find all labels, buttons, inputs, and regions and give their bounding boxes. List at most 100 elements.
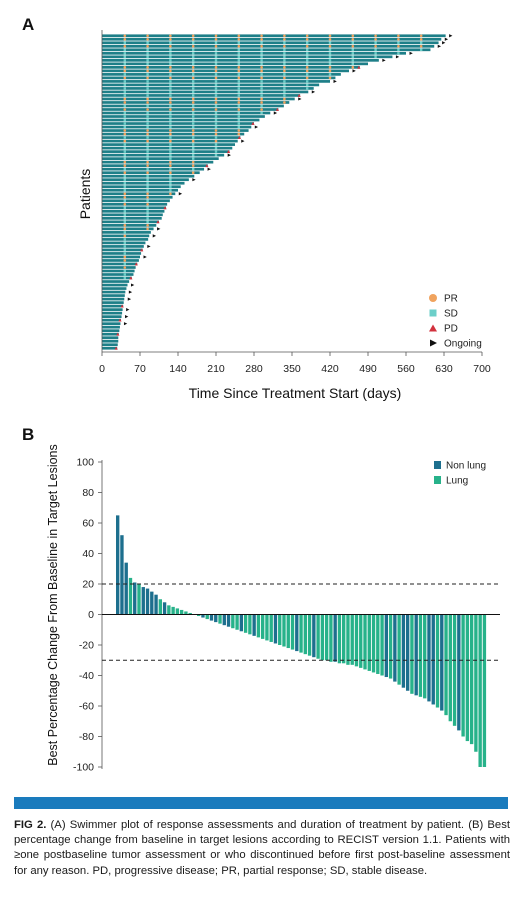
pr-marker [214, 97, 218, 101]
sd-marker [169, 90, 172, 94]
sd-marker [146, 213, 149, 217]
sd-marker [214, 111, 218, 115]
pr-marker [169, 132, 172, 136]
sd-marker [123, 118, 126, 122]
waterfall-bar [256, 614, 261, 638]
sd-marker [260, 87, 263, 90]
sd-marker [146, 80, 149, 83]
sd-marker [283, 83, 286, 87]
swimmer-bar [102, 332, 119, 336]
pr-marker [123, 66, 127, 69]
swimmer-bar [102, 269, 135, 273]
pd-marker [297, 93, 301, 97]
sd-marker [237, 87, 240, 90]
sd-marker [169, 136, 172, 139]
sd-marker [192, 143, 195, 146]
waterfall-bar [226, 614, 231, 627]
waterfall-bar [248, 614, 252, 635]
waterfall-bar [444, 614, 448, 716]
pr-marker [146, 139, 149, 143]
sd-marker [169, 150, 172, 153]
sd-marker [169, 175, 172, 178]
pr-marker [123, 139, 127, 143]
pr-marker [397, 37, 400, 41]
waterfall-bar [167, 605, 171, 615]
sd-marker [123, 143, 126, 146]
sd-marker [192, 83, 195, 87]
swimmer-bar [102, 164, 208, 168]
waterfall-y-label: Best Percentage Change From Baseline in … [46, 444, 60, 765]
ongoing-arrow [192, 178, 196, 182]
sd-marker [192, 167, 195, 171]
sd-marker [374, 52, 377, 55]
sd-marker [169, 125, 172, 129]
sd-marker [192, 115, 195, 118]
sd-marker [123, 206, 126, 209]
pr-marker [169, 76, 172, 80]
swimmer-bar [102, 343, 118, 347]
sd-marker [260, 55, 263, 59]
pr-marker [146, 195, 149, 199]
pr-marker [191, 44, 195, 48]
pr-marker [328, 66, 332, 69]
sd-marker [283, 55, 286, 59]
sd-marker [306, 55, 309, 59]
legend-sd-icon [429, 309, 437, 317]
sd-marker [260, 90, 263, 94]
sd-marker [237, 125, 240, 129]
pr-marker [191, 66, 195, 69]
pr-marker [123, 259, 127, 262]
waterfall-bar [286, 614, 290, 649]
sd-marker [146, 182, 149, 185]
pr-marker [237, 76, 241, 80]
waterfall-y-tick-label: -20 [79, 640, 94, 652]
sd-marker [260, 73, 263, 76]
waterfall-bar [303, 614, 307, 655]
sd-marker [123, 59, 126, 62]
pd-marker [275, 107, 280, 111]
waterfall-bar [410, 614, 414, 694]
ongoing-arrow [333, 79, 337, 83]
sd-marker [306, 80, 309, 83]
sd-marker [237, 122, 240, 125]
waterfall-bar [342, 614, 346, 664]
waterfall-bar [384, 614, 389, 678]
swimmer-bar [102, 273, 134, 276]
pr-marker [169, 164, 172, 167]
ongoing-arrow [131, 283, 135, 287]
sd-marker [328, 62, 332, 66]
sd-marker [123, 262, 126, 266]
swimmer-x-tick-label: 350 [283, 363, 301, 375]
pd-marker [129, 276, 133, 280]
sd-marker [374, 41, 377, 44]
sd-marker [169, 62, 172, 66]
pr-marker [123, 132, 127, 136]
sd-marker [192, 73, 195, 76]
pr-marker [214, 34, 218, 38]
sd-marker [420, 41, 423, 44]
swimmer-x-tick-label: 70 [134, 363, 146, 375]
sd-marker [192, 118, 195, 122]
sd-marker [123, 220, 126, 224]
waterfall-bar [269, 614, 273, 642]
swimmer-x-tick-label: 210 [207, 363, 225, 375]
pr-marker [351, 34, 355, 38]
waterfall-bar [414, 614, 418, 696]
sd-marker [214, 41, 218, 44]
pr-marker [146, 192, 149, 196]
sd-marker [260, 83, 263, 87]
waterfall-bar [278, 614, 282, 645]
waterfall-y-tick-label: 60 [82, 518, 94, 530]
sd-marker [214, 59, 218, 62]
sd-marker [169, 115, 172, 118]
sd-marker [283, 80, 286, 83]
pr-marker [191, 76, 195, 80]
ongoing-arrow [382, 58, 386, 62]
sd-marker [397, 52, 400, 55]
sd-marker [351, 48, 354, 51]
pr-marker [351, 37, 355, 41]
sd-marker [169, 48, 172, 51]
pr-marker [191, 171, 195, 174]
pr-marker [191, 132, 195, 136]
pd-marker [251, 121, 255, 125]
